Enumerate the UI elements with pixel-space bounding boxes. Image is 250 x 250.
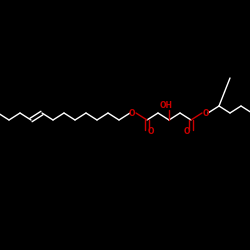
Text: O: O — [129, 110, 135, 118]
Text: O: O — [184, 126, 190, 136]
Text: O: O — [148, 126, 154, 136]
Text: O: O — [203, 110, 209, 118]
Text: OH: OH — [160, 100, 172, 110]
